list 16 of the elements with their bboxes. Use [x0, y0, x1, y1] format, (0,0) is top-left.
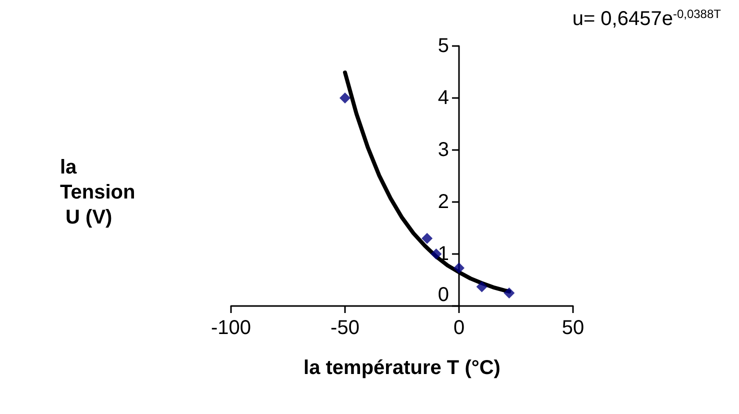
y-tick-label: 4 [438, 87, 449, 109]
x-tick-label: 0 [453, 317, 465, 339]
x-tick-label: -100 [210, 317, 252, 339]
point [504, 288, 515, 298]
x-tick-label: 50 [562, 317, 584, 339]
y-tick-label: 5 [438, 35, 449, 57]
point [476, 281, 488, 292]
point [340, 92, 350, 104]
y-axis-title: la Tension U (V) [60, 156, 136, 228]
x-tick-label: -50 [330, 317, 360, 339]
point [454, 262, 464, 274]
x-axis-title: la température T (°C) [304, 357, 500, 379]
y-tick-label: 3 [438, 139, 449, 161]
y-tick-label: 0 [438, 284, 449, 306]
point [422, 232, 433, 244]
y-tick-label: 2 [438, 191, 449, 213]
